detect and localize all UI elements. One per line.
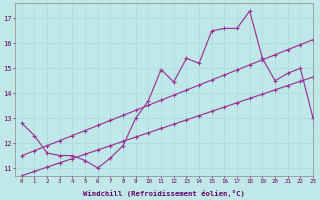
X-axis label: Windchill (Refroidissement éolien,°C): Windchill (Refroidissement éolien,°C) <box>83 190 245 197</box>
